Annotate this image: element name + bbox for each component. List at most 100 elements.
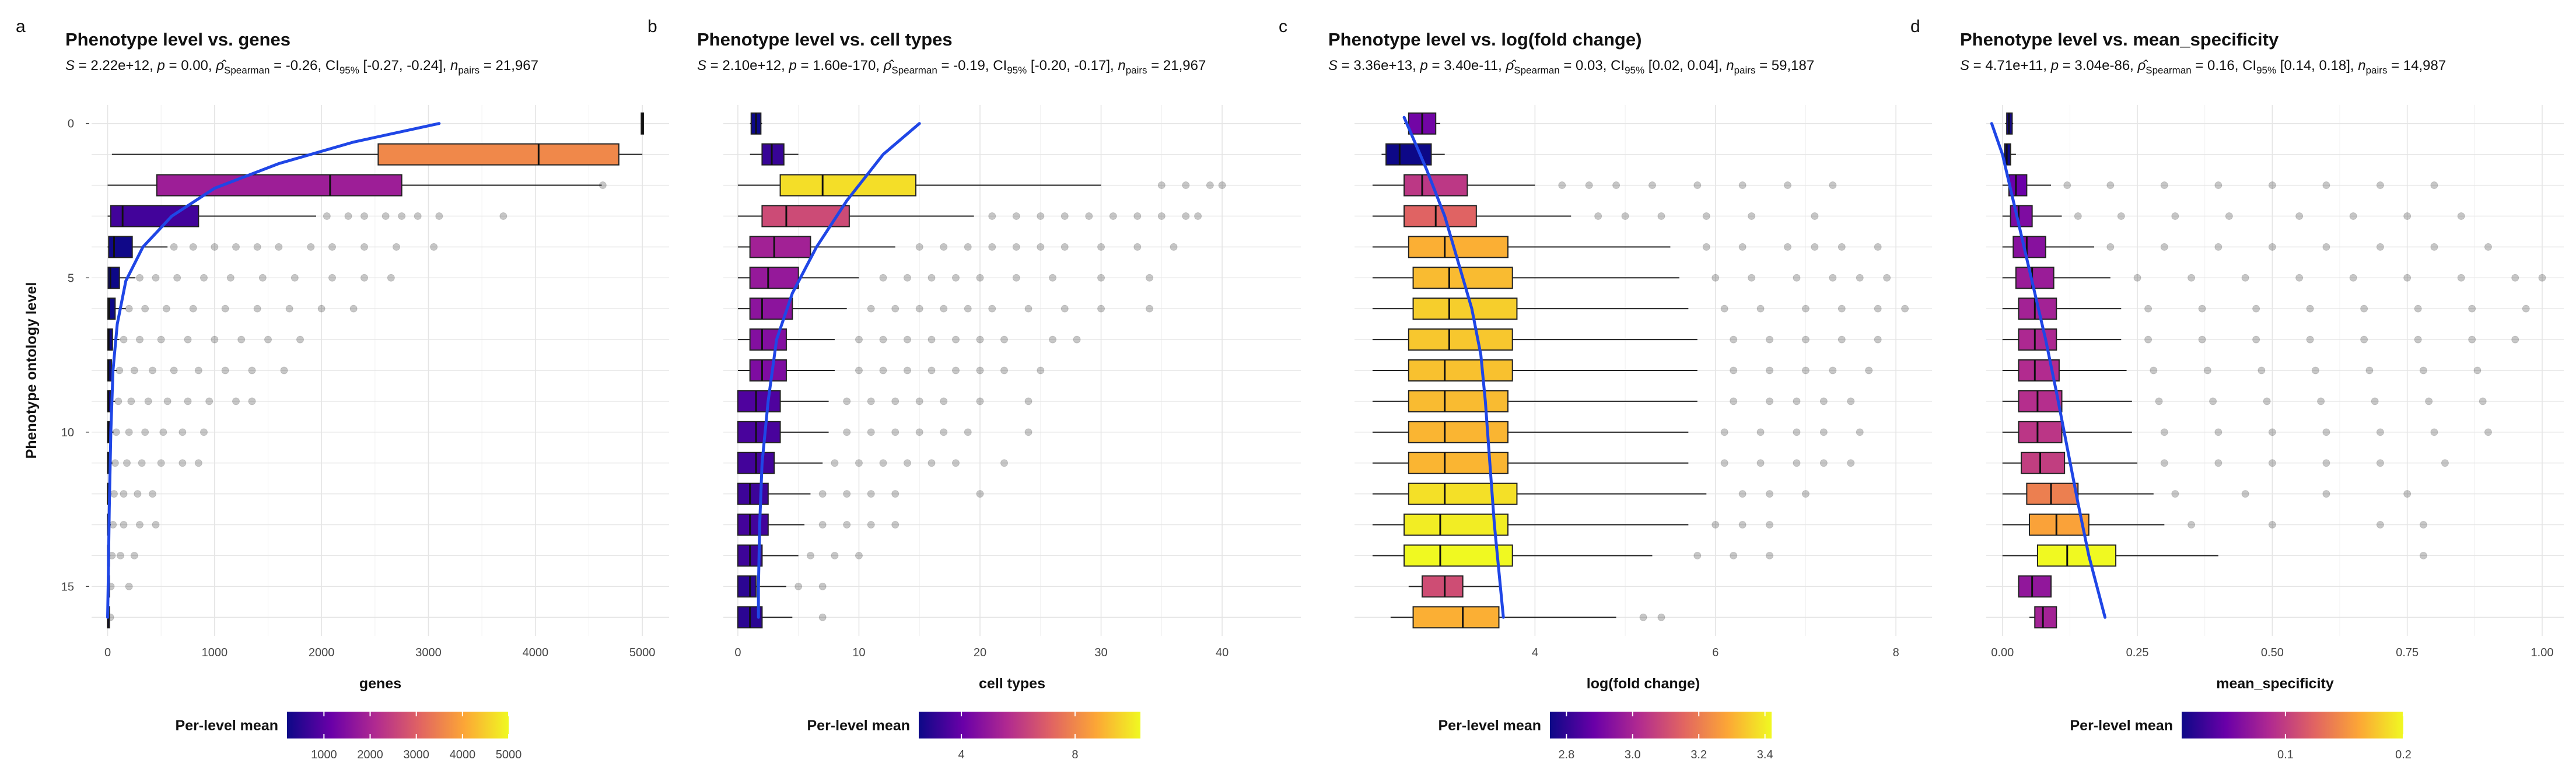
box-level-12 [737,482,984,505]
outlier-point [111,459,119,467]
panel-letter: b [648,17,657,36]
colorbar [919,712,1140,738]
box-level-15 [1408,575,1499,598]
x-tick-label: 1000 [202,646,228,659]
box [1408,452,1508,474]
outlier-point [2349,274,2357,282]
panel-stats: S = 2.10e+12, p = 1.60e-170, ρ̂Spearman​… [697,58,1206,76]
x-axis-label: log(fold change) [1587,676,1700,692]
box [1404,544,1513,567]
box-level-16 [2029,606,2057,629]
outlier-point [258,274,267,282]
outlier-point [903,459,911,467]
outlier-point [349,304,358,313]
outlier-point [226,274,235,282]
outlier-point [159,428,167,436]
colorbar-legend: Per-level mean 4 8 [807,712,1140,761]
box-level-11 [737,452,1009,474]
outlier-point [1756,428,1765,436]
outlier-point [2419,521,2427,529]
x-tick-label: 0 [104,646,111,659]
outlier-point [157,459,165,467]
box [1412,606,1500,629]
outlier-point [1000,366,1009,374]
outlier-point [1766,521,1774,529]
outlier-point [879,459,887,467]
outlier-point [1829,181,1837,190]
outlier-point [2133,274,2141,282]
outlier-point [867,521,875,529]
box-level-0 [2005,112,2014,135]
panel-title: Phenotype level vs. genes [65,29,290,50]
panel-d: d Phenotype level vs. mean_specificity S =… [1910,17,2564,761]
box-level-9 [1372,390,1855,412]
box [2015,267,2054,289]
outlier-point [360,274,368,282]
outlier-point [307,243,315,251]
box [2026,482,2079,505]
outlier-point [2430,428,2438,436]
legend-title: Per-level mean [1438,718,1542,734]
outlier-point [915,304,923,313]
outlier-point [2522,304,2530,313]
outlier-point [178,459,187,467]
outlier-point [1801,335,1810,344]
outlier-point [2268,459,2276,467]
outlier-point [1819,459,1828,467]
outlier-point [2360,335,2368,344]
outlier-point [170,366,178,374]
outlier-point [1819,428,1828,436]
box-level-13 [737,513,900,536]
box [2036,544,2117,567]
outlier-point [398,212,406,220]
outlier-point [1073,335,1081,344]
box-level-8 [737,359,1045,382]
outlier-point [843,490,851,498]
outlier-point [1865,366,1873,374]
box-level-5 [737,267,1154,289]
outlier-point [818,613,827,621]
outlier-point [831,459,839,467]
outlier-point [2511,274,2519,282]
box-level-11 [107,452,202,474]
box [2018,390,2063,412]
box-level-4 [737,236,1178,258]
outlier-point [1793,459,1801,467]
box-level-12 [107,482,156,505]
box-level-10 [2002,421,2492,443]
outlier-point [2209,397,2217,405]
outlier-point [891,397,900,405]
outlier-point [253,243,261,251]
outlier-point [915,397,923,405]
outlier-point [1883,274,1891,282]
outlier-point [903,274,911,282]
outlier-point [1730,397,1738,405]
outlier-point [2214,459,2222,467]
outlier-point [1730,366,1738,374]
outlier-point [2171,490,2179,498]
colorbar-tick-label: 0.1 [2277,748,2294,761]
outlier-point [1024,428,1032,436]
outlier-point [221,304,229,313]
outlier-point [1793,428,1801,436]
outlier-point [1712,521,1720,529]
x-tick-label: 40 [1216,646,1228,659]
box-level-14 [107,544,138,567]
outlier-point [1612,181,1620,190]
colorbar-tick-label: 8 [1072,748,1078,761]
outlier-point [157,335,165,344]
box-level-1 [2002,143,2016,166]
colorbar-tick-label: 4 [958,748,965,761]
box-level-8 [107,359,288,382]
box-level-12 [1372,482,1810,505]
outlier-point [1049,274,1057,282]
outlier-point [221,366,229,374]
outlier-point [1146,274,1154,282]
outlier-point [178,428,187,436]
trend-line [1990,122,2107,619]
outlier-point [940,397,948,405]
outlier-point [2430,181,2438,190]
outlier-point [2188,521,2196,529]
outlier-point [253,304,261,313]
outlier-point [110,490,118,498]
